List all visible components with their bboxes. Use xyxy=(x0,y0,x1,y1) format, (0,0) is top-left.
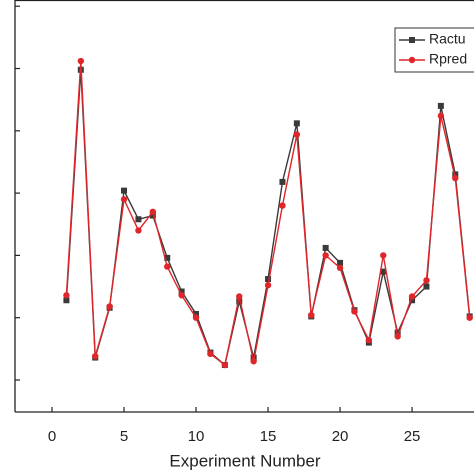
point xyxy=(120,196,128,203)
point xyxy=(322,244,329,251)
x-tick-label: 15 xyxy=(260,428,277,445)
point xyxy=(423,283,430,290)
point xyxy=(322,252,329,259)
point xyxy=(63,297,70,304)
point xyxy=(336,264,344,272)
point xyxy=(394,333,401,340)
series-line xyxy=(65,69,471,367)
x-tick-label: 10 xyxy=(188,428,205,445)
point xyxy=(265,276,272,283)
point xyxy=(221,361,229,369)
point xyxy=(365,336,373,344)
point xyxy=(308,311,315,319)
point xyxy=(293,120,300,127)
legend-label: Ractu xyxy=(429,31,466,47)
point xyxy=(207,350,214,358)
point xyxy=(380,252,387,259)
point xyxy=(380,268,387,275)
point xyxy=(337,259,344,266)
point xyxy=(250,358,257,365)
point xyxy=(423,277,430,284)
point xyxy=(408,293,416,300)
point xyxy=(279,202,286,209)
point xyxy=(178,288,185,295)
legend-marker xyxy=(409,37,415,43)
legend-label: Rpred xyxy=(429,51,467,67)
point xyxy=(106,303,113,310)
point xyxy=(164,254,171,261)
point xyxy=(192,314,200,321)
point xyxy=(293,131,301,138)
point xyxy=(135,216,142,223)
point xyxy=(121,187,128,194)
legend-marker xyxy=(408,56,416,64)
point xyxy=(135,227,142,234)
point xyxy=(164,263,171,270)
point xyxy=(149,208,157,215)
point xyxy=(452,171,459,178)
point xyxy=(466,314,473,321)
point xyxy=(236,293,243,300)
point xyxy=(437,112,445,120)
series-line xyxy=(65,61,471,367)
point xyxy=(264,282,272,289)
x-tick-label: 20 xyxy=(332,428,349,445)
point xyxy=(437,102,444,109)
x-tick-label: 0 xyxy=(48,428,56,445)
point xyxy=(92,353,99,360)
x-tick-label: 25 xyxy=(404,428,421,445)
point xyxy=(409,297,416,304)
point xyxy=(351,308,358,315)
point xyxy=(77,57,85,65)
point xyxy=(63,292,70,299)
point xyxy=(236,298,243,305)
point xyxy=(178,292,185,299)
x-axis-label: Experiment Number xyxy=(169,451,321,470)
x-tick-label: 5 xyxy=(120,428,128,445)
point xyxy=(149,212,156,219)
point xyxy=(193,310,200,317)
legend-box xyxy=(394,27,474,73)
point xyxy=(452,174,459,182)
point xyxy=(279,178,286,185)
